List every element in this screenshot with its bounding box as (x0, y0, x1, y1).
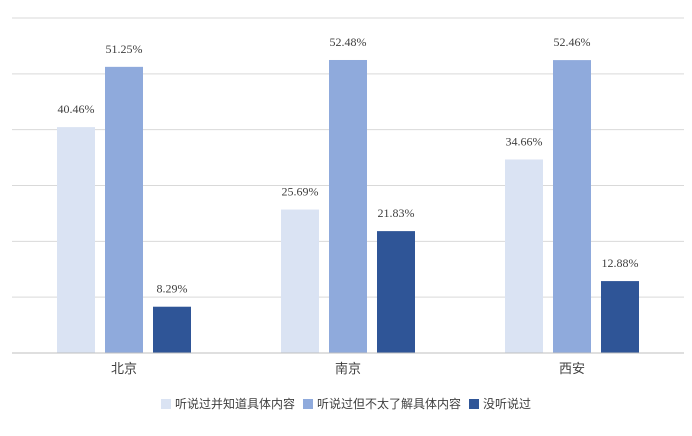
bar-2-3 (553, 60, 591, 354)
bar-2-2 (329, 59, 367, 354)
bar-1-3 (505, 159, 543, 353)
data-label: 40.46% (58, 102, 95, 116)
category-label: 南京 (335, 361, 361, 377)
legend-item: 没听说过 (469, 396, 531, 411)
x-axis: 北京 南京 西安 (12, 352, 684, 377)
bar-2-1 (105, 66, 143, 354)
legend-swatch (160, 399, 171, 409)
bar-1-2 (281, 209, 319, 353)
bar-3-3 (601, 281, 639, 353)
data-label: 52.46% (554, 35, 591, 49)
bar-3-2 (377, 231, 415, 353)
data-label: 12.88% (602, 256, 639, 270)
category-label: 北京 (111, 362, 137, 377)
legend-item: 听说过但不太了解具体内容 (302, 396, 461, 411)
data-label: 52.48% (330, 35, 367, 49)
legend-swatch (302, 399, 313, 409)
data-label: 51.25% (106, 42, 143, 56)
data-label: 25.69% (282, 185, 319, 199)
bar-3-1 (153, 306, 191, 353)
bar-1-1 (57, 127, 95, 354)
data-label: 21.83% (378, 206, 415, 220)
legend-swatch (469, 399, 480, 409)
legend-label: 听说过并知道具体内容 (175, 396, 295, 411)
data-labels: 40.46% 51.25% 8.29% 25.69% 52.48% 21.83% 34.66… (58, 35, 639, 296)
legend-item: 听说过并知道具体内容 (160, 396, 295, 411)
legend-label: 听说过但不太了解具体内容 (317, 396, 461, 411)
legend-label: 没听说过 (483, 396, 531, 411)
data-label: 8.29% (157, 282, 188, 296)
category-label: 西安 (559, 362, 585, 377)
data-label: 34.66% (506, 134, 543, 148)
bars (57, 59, 639, 354)
legend: 听说过并知道具体内容 听说过但不太了解具体内容 没听说过 (160, 396, 531, 411)
